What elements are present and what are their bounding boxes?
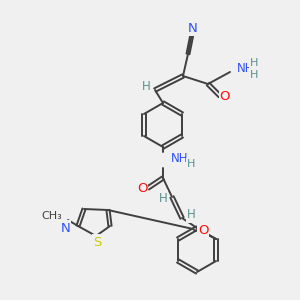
Text: H: H: [187, 159, 195, 169]
Text: H: H: [250, 70, 258, 80]
Text: CH₃: CH₃: [41, 211, 62, 221]
Text: NH: NH: [237, 62, 254, 76]
Text: N: N: [60, 221, 70, 235]
Text: S: S: [93, 236, 101, 248]
Text: NH: NH: [171, 152, 188, 166]
Text: N: N: [188, 22, 198, 34]
Text: H: H: [142, 80, 150, 94]
Text: H: H: [250, 58, 258, 68]
Text: O: O: [198, 224, 208, 238]
Text: O: O: [137, 182, 147, 196]
Text: O: O: [220, 91, 230, 103]
Text: H: H: [187, 208, 195, 221]
Text: H: H: [159, 191, 167, 205]
